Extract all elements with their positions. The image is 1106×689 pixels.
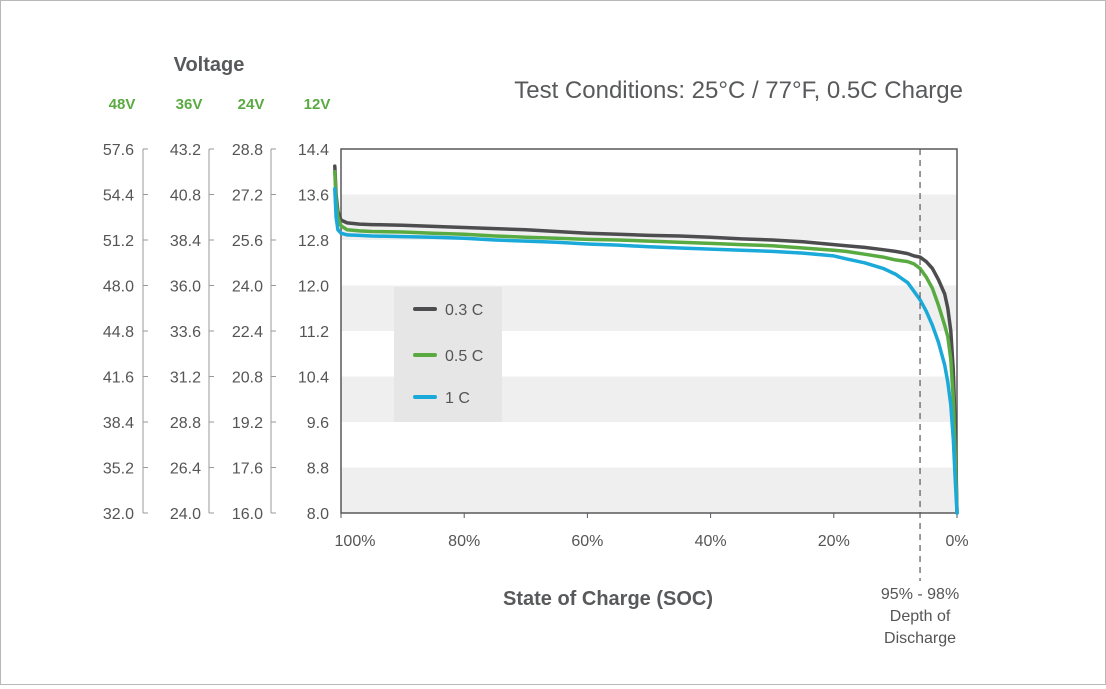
y-tick-label: 28.8	[170, 415, 201, 432]
y-tick-label: 13.6	[298, 188, 329, 205]
y-tick-label: 22.4	[232, 324, 263, 341]
voltage-scales: 48V 57.6 54.4 51.2 48.0 44.8 41.6 38.4 35.2 32.0 3…	[103, 96, 330, 523]
x-tick-label: 60%	[571, 533, 603, 550]
x-tick-label: 100%	[335, 533, 376, 550]
legend-label: 0.3 C	[445, 302, 483, 319]
dod-label-line: Discharge	[884, 630, 956, 647]
y-tick-label: 12.0	[298, 279, 329, 296]
y-tick-label: 54.4	[103, 188, 134, 205]
y-tick-label: 26.4	[170, 461, 201, 478]
y-tick-label: 41.6	[103, 370, 134, 387]
x-tick-label: 40%	[695, 533, 727, 550]
y-tick-label: 10.4	[298, 370, 329, 387]
x-axis-ticks: 100% 80% 60% 40% 20% 0%	[335, 513, 969, 550]
y-tick-label: 28.8	[232, 142, 263, 159]
y-tick-label: 8.0	[307, 506, 329, 523]
y-tick-label: 40.8	[170, 188, 201, 205]
y-tick-label: 20.8	[232, 370, 263, 387]
y-tick-label: 48.0	[103, 279, 134, 296]
series-group	[333, 164, 959, 515]
legend-label: 1 C	[445, 390, 470, 407]
voltage-axis-title: Voltage	[174, 54, 245, 76]
y-tick-label: 24.0	[232, 279, 263, 296]
voltage-scale-header-48v: 48V	[109, 96, 136, 113]
y-tick-label: 12.8	[298, 233, 329, 250]
y-tick-label: 44.8	[103, 324, 134, 341]
voltage-scale-header-36v: 36V	[176, 96, 203, 113]
y-tick-label: 19.2	[232, 415, 263, 432]
y-tick-label: 51.2	[103, 233, 134, 250]
legend-label: 0.5 C	[445, 348, 483, 365]
y-tick-label: 9.6	[307, 415, 329, 432]
y-tick-label: 38.4	[103, 415, 134, 432]
y-tick-label: 11.2	[299, 324, 329, 341]
y-tick-label: 14.4	[298, 142, 329, 159]
y-tick-label: 43.2	[170, 142, 201, 159]
x-tick-label: 0%	[945, 533, 968, 550]
legend: 0.3 C 0.5 C 1 C	[394, 287, 502, 422]
chart-title: Test Conditions: 25°C / 77°F, 0.5C Charg…	[514, 77, 963, 104]
y-tick-label: 36.0	[170, 279, 201, 296]
depth-of-discharge-annotation: 95% - 98% Depth of Discharge	[881, 149, 959, 647]
y-tick-label: 38.4	[170, 233, 201, 250]
voltage-scale-header-24v: 24V	[238, 96, 265, 113]
x-axis-title: State of Charge (SOC)	[503, 588, 713, 610]
y-tick-label: 35.2	[103, 461, 134, 478]
y-tick-label: 32.0	[103, 506, 134, 523]
y-tick-label: 16.0	[232, 506, 263, 523]
y-tick-label: 25.6	[232, 233, 263, 250]
y-tick-label: 57.6	[103, 142, 134, 159]
grid-band	[341, 467, 957, 513]
grid-bands	[340, 148, 958, 514]
legend-box	[394, 287, 502, 422]
y-tick-label: 24.0	[170, 506, 201, 523]
voltage-scale-header-12v: 12V	[304, 96, 331, 113]
series-line-0-3c	[333, 164, 959, 515]
plot-border	[340, 148, 958, 514]
y-tick-label: 31.2	[170, 370, 201, 387]
dod-label-line: Depth of	[890, 608, 951, 625]
series-line-1c	[333, 187, 959, 515]
x-tick-label: 80%	[448, 533, 480, 550]
y-tick-label: 27.2	[232, 188, 263, 205]
series-line-0-5c	[333, 170, 959, 515]
dod-label-line: 95% - 98%	[881, 586, 959, 603]
y-tick-label: 33.6	[170, 324, 201, 341]
x-tick-label: 20%	[818, 533, 850, 550]
y-tick-label: 17.6	[232, 461, 263, 478]
y-tick-label: 8.8	[307, 461, 329, 478]
